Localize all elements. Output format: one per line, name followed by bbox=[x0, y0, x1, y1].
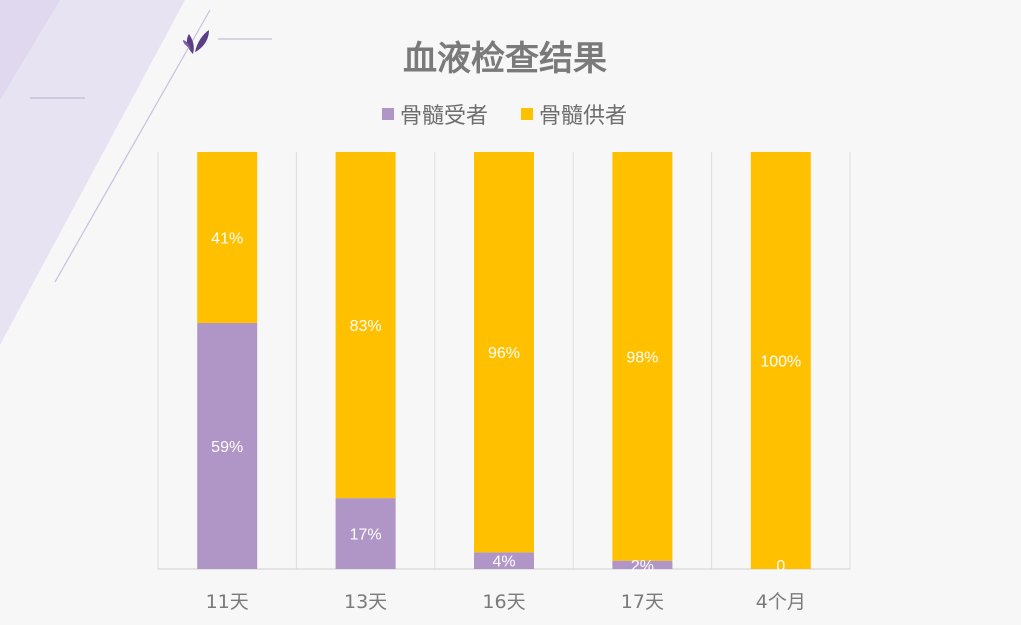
data-label-recipient-2: 4% bbox=[492, 554, 515, 571]
bar-donor-2 bbox=[474, 152, 534, 553]
plot-grid bbox=[157, 152, 851, 570]
x-tick-label-3: 17天 bbox=[621, 591, 664, 613]
data-label-donor-2: 96% bbox=[488, 345, 520, 362]
data-label-donor-3: 98% bbox=[626, 349, 658, 366]
data-label-recipient-0: 59% bbox=[211, 439, 243, 456]
legend-swatch-donor bbox=[521, 108, 533, 120]
x-tick-label-2: 16天 bbox=[482, 591, 525, 613]
legend-label-recipient: 骨髓受者 bbox=[400, 104, 488, 129]
bar-recipient-2 bbox=[474, 552, 534, 569]
x-tick-label-4: 4个月 bbox=[756, 591, 806, 613]
data-label-recipient-4: 0 bbox=[776, 558, 785, 575]
bar-donor-1 bbox=[335, 152, 396, 499]
x-tick-label-1: 13天 bbox=[344, 591, 387, 613]
bar-recipient-3 bbox=[612, 560, 673, 569]
data-label-recipient-1: 17% bbox=[350, 527, 382, 544]
x-tick-label-0: 11天 bbox=[206, 591, 249, 613]
data-label-donor-0: 41% bbox=[211, 230, 243, 247]
legend: 骨髓受者 骨髓供者 bbox=[382, 104, 627, 129]
data-label-donor-1: 83% bbox=[350, 318, 382, 335]
corner-triangle bbox=[0, 0, 185, 345]
corner-triangle-inner bbox=[0, 0, 60, 100]
data-label-donor-4: 100% bbox=[760, 354, 801, 371]
bar-recipient-0 bbox=[197, 322, 258, 569]
decor-diagonal-line bbox=[54, 9, 211, 283]
bar-donor-3 bbox=[612, 152, 673, 561]
x-axis-ticks: 11天 13天 16天 17天 4个月 bbox=[206, 591, 806, 613]
bars bbox=[197, 152, 811, 569]
legend-swatch-recipient bbox=[382, 108, 394, 120]
bar-recipient-1 bbox=[335, 498, 396, 569]
data-label-recipient-3: 2% bbox=[631, 558, 654, 575]
legend-label-donor: 骨髓供者 bbox=[539, 104, 627, 129]
bar-donor-4 bbox=[750, 152, 811, 569]
leaf-logo-icon bbox=[183, 30, 209, 54]
bar-donor-0 bbox=[197, 152, 258, 323]
data-labels: 59% 41% 17% 83% 4% 96% 2% 98% 0 100% bbox=[211, 230, 801, 575]
chart-title: 血液检查结果 bbox=[403, 39, 607, 79]
